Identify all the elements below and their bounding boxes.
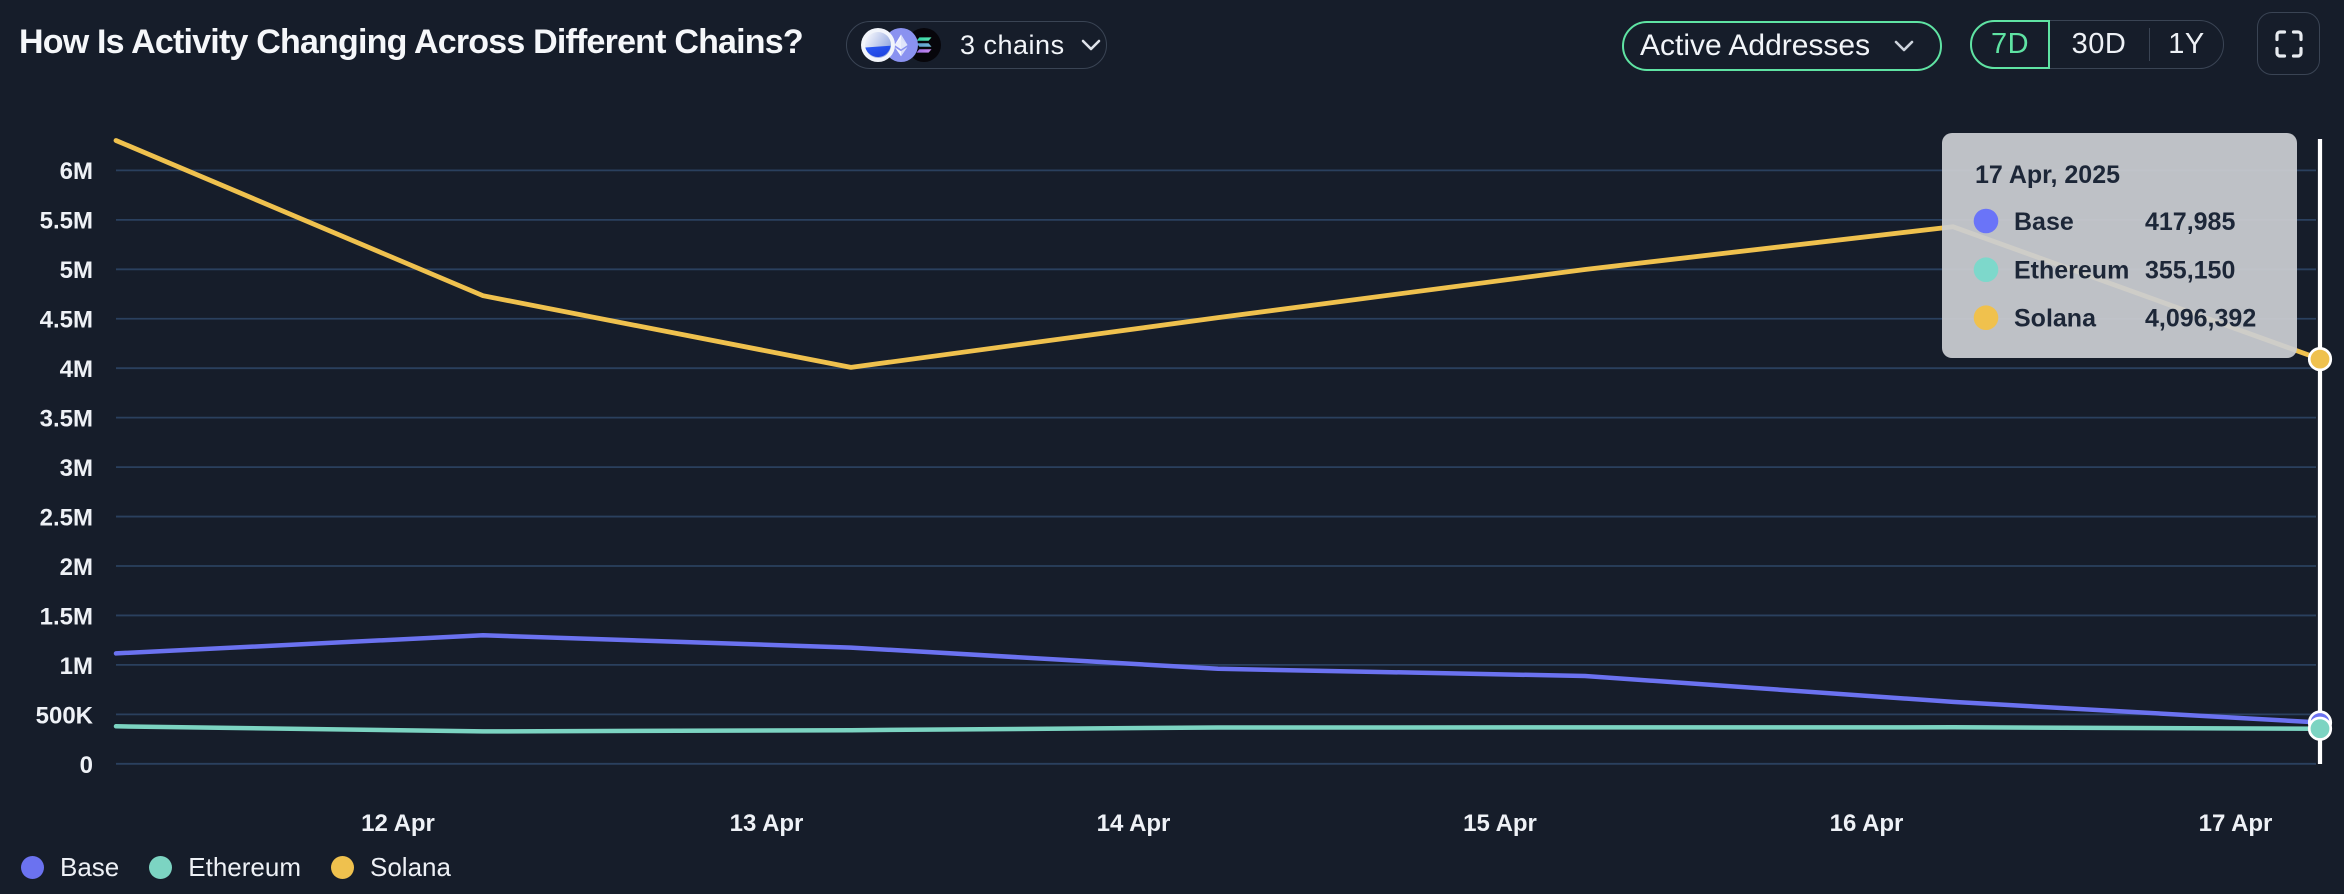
svg-text:1.5M: 1.5M xyxy=(40,604,93,631)
svg-text:0: 0 xyxy=(80,752,93,779)
svg-text:3M: 3M xyxy=(60,455,93,482)
svg-text:Ethereum: Ethereum xyxy=(2014,257,2129,285)
svg-text:16 Apr: 16 Apr xyxy=(1830,810,1904,837)
svg-text:2.5M: 2.5M xyxy=(40,505,93,532)
svg-text:13 Apr: 13 Apr xyxy=(730,810,804,837)
svg-text:6M: 6M xyxy=(60,158,93,185)
svg-text:5M: 5M xyxy=(60,257,93,284)
svg-text:355,150: 355,150 xyxy=(2145,257,2235,285)
svg-text:5.5M: 5.5M xyxy=(40,208,93,235)
svg-text:Base: Base xyxy=(2014,208,2074,236)
svg-text:3.5M: 3.5M xyxy=(40,406,93,433)
svg-text:15 Apr: 15 Apr xyxy=(1463,810,1537,837)
svg-text:17 Apr: 17 Apr xyxy=(2199,810,2273,837)
svg-text:1M: 1M xyxy=(60,653,93,680)
svg-text:417,985: 417,985 xyxy=(2145,208,2235,236)
svg-text:Solana: Solana xyxy=(2014,305,2097,333)
svg-text:17 Apr, 2025: 17 Apr, 2025 xyxy=(1975,161,2120,189)
svg-text:4,096,392: 4,096,392 xyxy=(2145,305,2256,333)
svg-text:4.5M: 4.5M xyxy=(40,307,93,334)
svg-text:14 Apr: 14 Apr xyxy=(1097,810,1171,837)
svg-text:2M: 2M xyxy=(60,554,93,581)
svg-text:4M: 4M xyxy=(60,356,93,383)
svg-text:500K: 500K xyxy=(36,703,94,730)
svg-text:12 Apr: 12 Apr xyxy=(361,810,435,837)
